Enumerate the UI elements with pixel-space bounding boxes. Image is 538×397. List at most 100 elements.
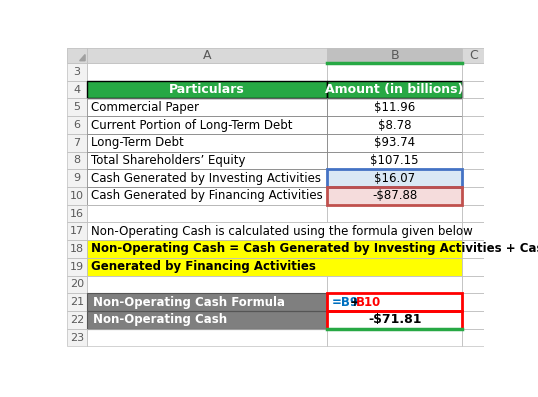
Bar: [327, 152, 463, 169]
Bar: [463, 152, 484, 169]
Text: 16: 16: [70, 208, 84, 219]
Bar: [87, 329, 327, 347]
Bar: [67, 276, 87, 293]
Bar: [87, 48, 327, 63]
Bar: [87, 258, 463, 276]
Bar: [67, 187, 87, 205]
Text: Non-Operating Cash is calculated using the formula given below: Non-Operating Cash is calculated using t…: [91, 225, 473, 238]
Bar: [67, 258, 87, 276]
Bar: [327, 169, 463, 187]
Bar: [87, 240, 463, 258]
Bar: [87, 48, 327, 63]
Bar: [67, 169, 87, 187]
Bar: [463, 276, 484, 293]
Bar: [327, 48, 463, 63]
Bar: [327, 311, 463, 329]
Bar: [327, 134, 463, 152]
Text: $93.74: $93.74: [374, 136, 415, 149]
Bar: [87, 152, 327, 169]
Bar: [67, 293, 87, 311]
Bar: [463, 134, 484, 152]
Bar: [67, 293, 87, 311]
Text: Non-Operating Cash = Cash Generated by Investing Activities + Cash: Non-Operating Cash = Cash Generated by I…: [91, 243, 538, 256]
Text: $16.07: $16.07: [374, 172, 415, 185]
Bar: [87, 293, 327, 311]
Bar: [87, 222, 463, 240]
Bar: [87, 98, 327, 116]
Bar: [87, 311, 327, 329]
Bar: [67, 329, 87, 347]
Bar: [327, 81, 463, 98]
Bar: [67, 311, 87, 329]
Bar: [67, 240, 87, 258]
Bar: [67, 116, 87, 134]
Text: 10: 10: [70, 191, 84, 201]
Bar: [87, 152, 327, 169]
Bar: [87, 116, 327, 134]
Text: 22: 22: [70, 315, 84, 325]
Bar: [87, 293, 327, 311]
Bar: [327, 63, 463, 81]
Bar: [463, 48, 484, 63]
Bar: [87, 81, 327, 98]
Bar: [67, 81, 87, 98]
Bar: [67, 205, 87, 222]
Bar: [463, 276, 484, 293]
Bar: [87, 205, 327, 222]
Bar: [463, 222, 484, 240]
Text: 4: 4: [73, 85, 81, 94]
Text: Non-Operating Cash: Non-Operating Cash: [93, 313, 227, 326]
Text: Long-Term Debt: Long-Term Debt: [91, 136, 184, 149]
Text: 17: 17: [70, 226, 84, 236]
Bar: [87, 187, 327, 205]
Bar: [463, 63, 484, 81]
Bar: [463, 63, 484, 81]
Text: 23: 23: [70, 333, 84, 343]
Bar: [463, 134, 484, 152]
Bar: [463, 329, 484, 347]
Bar: [67, 311, 87, 329]
Text: B: B: [391, 49, 399, 62]
Bar: [463, 222, 484, 240]
Bar: [463, 311, 484, 329]
Bar: [327, 187, 463, 205]
Bar: [327, 48, 463, 63]
Bar: [463, 258, 484, 276]
Bar: [463, 329, 484, 347]
Bar: [67, 134, 87, 152]
Text: 8: 8: [73, 156, 81, 166]
Bar: [327, 293, 463, 311]
Bar: [87, 169, 327, 187]
Bar: [463, 187, 484, 205]
Bar: [87, 63, 327, 81]
Bar: [463, 48, 484, 63]
Bar: [327, 329, 463, 347]
Text: Total Shareholders’ Equity: Total Shareholders’ Equity: [91, 154, 246, 167]
Text: -$71.81: -$71.81: [368, 313, 421, 326]
Bar: [87, 240, 463, 258]
Bar: [327, 116, 463, 134]
Bar: [67, 187, 87, 205]
Bar: [463, 311, 484, 329]
Text: -$87.88: -$87.88: [372, 189, 417, 202]
Text: $8.78: $8.78: [378, 119, 412, 131]
Bar: [67, 48, 87, 63]
Bar: [87, 329, 327, 347]
Bar: [463, 116, 484, 134]
Bar: [87, 276, 327, 293]
Bar: [87, 116, 327, 134]
Bar: [327, 187, 463, 205]
Bar: [463, 293, 484, 311]
Text: 18: 18: [70, 244, 84, 254]
Bar: [67, 169, 87, 187]
Bar: [87, 81, 327, 98]
Bar: [67, 222, 87, 240]
Bar: [463, 152, 484, 169]
Text: Amount (in billions): Amount (in billions): [325, 83, 464, 96]
Bar: [327, 152, 463, 169]
Bar: [327, 169, 463, 187]
Text: C: C: [469, 49, 478, 62]
Bar: [327, 116, 463, 134]
Bar: [327, 311, 463, 329]
Bar: [87, 98, 327, 116]
